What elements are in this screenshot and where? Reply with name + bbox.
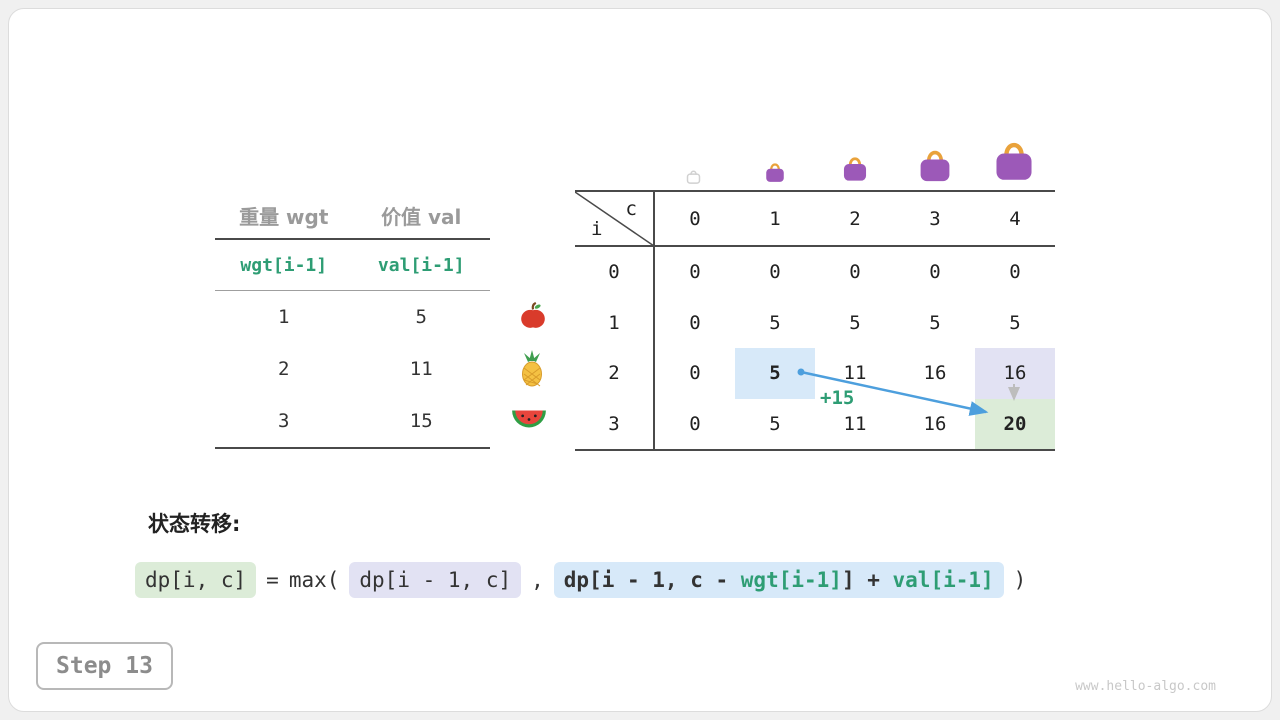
weights-formula-val: val[i-1] — [377, 254, 465, 276]
dp-row-header: 0 — [575, 247, 655, 298]
corner-diagonal-line — [575, 192, 655, 247]
dp-row-header: 1 — [575, 297, 655, 348]
weights-cell-val: 11 — [409, 358, 433, 380]
bag-icon-3 — [917, 145, 953, 187]
bag-icon-empty — [686, 168, 701, 188]
formula-max-open: max( — [288, 568, 340, 592]
weights-cell-val: 5 — [415, 306, 427, 328]
weights-col-header-wgt: 重量 wgt — [239, 204, 329, 229]
dp-col-header: 1 — [735, 192, 815, 247]
bag-icon-4 — [992, 136, 1036, 186]
dp-cell: 0 — [689, 261, 701, 284]
bag-icon-1 — [764, 160, 786, 187]
weights-row: 3 15 — [215, 395, 490, 447]
plus-value-annotation: +15 — [820, 387, 855, 409]
transition-section-label: 状态转移: — [148, 512, 241, 536]
dp-cell-source-highlight: 5 — [735, 348, 815, 399]
dp-row-header: 2 — [575, 348, 655, 399]
formula-arg2-val: val[i-1] — [892, 568, 994, 592]
formula-comma: , — [531, 568, 544, 592]
step-badge: Step 13 — [36, 642, 173, 690]
weights-cell-wgt: 1 — [278, 306, 290, 328]
watermelon-icon — [510, 406, 548, 436]
dp-col-header: 3 — [895, 192, 975, 247]
dp-cell: 0 — [849, 261, 861, 284]
dp-cell: 0 — [689, 362, 701, 385]
dp-cell-result-highlight: 20 — [975, 398, 1055, 449]
weights-formula-row: wgt[i-1] val[i-1] — [215, 240, 490, 291]
dp-col-header: 0 — [655, 192, 735, 247]
transition-formula: dp[i, c] = max( dp[i - 1, c] , dp[i - 1,… — [135, 562, 1026, 598]
dp-cell: 0 — [1009, 261, 1021, 284]
formula-arg2-wgt: wgt[i-1] — [740, 568, 842, 592]
dp-table: c i 0 1 2 3 4 0 0 0 0 0 0 1 0 5 5 5 5 2 … — [575, 190, 1055, 451]
dp-cell: 5 — [1009, 311, 1021, 334]
pineapple-icon — [516, 350, 548, 392]
weights-row: 1 5 — [215, 291, 490, 343]
dp-col-header: 2 — [815, 192, 895, 247]
dp-cell: 16 — [923, 362, 947, 385]
dp-cell: 5 — [769, 311, 781, 334]
dp-corner-cell: c i — [575, 192, 655, 247]
dp-cell: 0 — [689, 311, 701, 334]
dp-corner-row-label: i — [591, 218, 603, 240]
step-badge-label: Step 13 — [56, 653, 153, 679]
dp-cell: 0 — [769, 261, 781, 284]
formula-lhs-chip: dp[i, c] — [135, 562, 257, 598]
dp-cell: 16 — [923, 412, 947, 435]
watermark-text: www.hello-algo.com — [1075, 679, 1216, 694]
dp-cell-above-highlight: 16 — [975, 348, 1055, 399]
weights-table: 重量 wgt 价值 val wgt[i-1] val[i-1] 1 5 2 11… — [215, 192, 490, 449]
dp-cell: 5 — [929, 311, 941, 334]
weights-cell-wgt: 2 — [278, 358, 290, 380]
dp-col-header: 4 — [975, 192, 1055, 247]
formula-equals: = — [266, 568, 279, 592]
formula-arg1-chip: dp[i - 1, c] — [349, 562, 522, 598]
bag-icon-2 — [841, 153, 869, 186]
weights-cell-val: 15 — [409, 410, 433, 432]
dp-cell: 11 — [843, 412, 867, 435]
dp-corner-col-label: c — [625, 198, 637, 220]
dp-cell: 5 — [849, 311, 861, 334]
apple-icon — [518, 301, 548, 335]
weights-row: 2 11 — [215, 343, 490, 395]
weights-col-header-val: 价值 val — [381, 204, 462, 229]
formula-arg2-part: dp[i - 1, c - — [563, 568, 741, 592]
weights-cell-wgt: 3 — [278, 410, 290, 432]
dp-row-header: 3 — [575, 398, 655, 449]
dp-cell: 0 — [689, 412, 701, 435]
formula-arg2-part: ] + — [841, 568, 893, 592]
dp-cell: 0 — [929, 261, 941, 284]
weights-header-row: 重量 wgt 价值 val — [215, 192, 490, 240]
weights-formula-wgt: wgt[i-1] — [240, 254, 328, 276]
formula-arg2-chip: dp[i - 1, c - wgt[i-1]] + val[i-1] — [553, 562, 1004, 598]
dp-cell: 5 — [769, 412, 781, 435]
formula-close-paren: ) — [1013, 568, 1027, 592]
